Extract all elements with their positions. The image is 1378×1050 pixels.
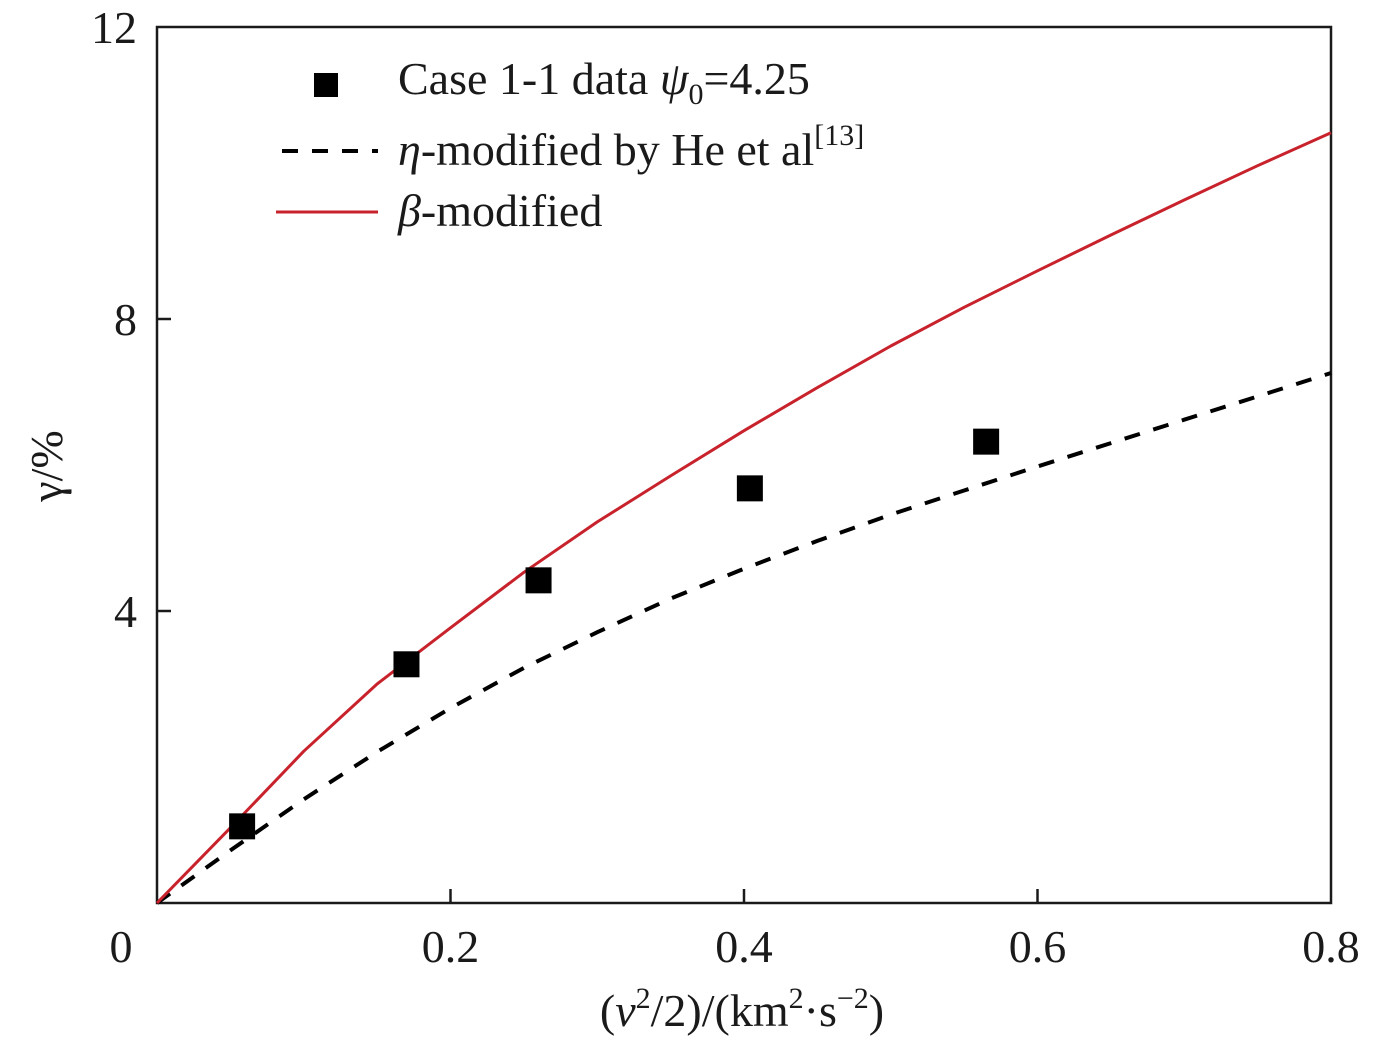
y-tick-labels: 4 8 12	[91, 2, 137, 637]
data-point-square	[973, 428, 1000, 455]
beta-modified-line	[155, 131, 1332, 905]
legend-label-eta: η-modified by He et al[13]	[398, 119, 864, 175]
legend-label-case-data: Case 1-1 data ψ0=4.25	[398, 53, 810, 111]
x-tick-label: 0.4	[715, 921, 773, 972]
data-point-square	[229, 813, 256, 840]
x-axis-label-s-sup: −2	[837, 982, 869, 1015]
x-axis-label-close: )	[869, 985, 884, 1036]
legend-case-sub: 0	[688, 78, 703, 111]
legend-case-text: Case 1-1 data	[398, 53, 660, 104]
y-tick-label: 12	[91, 2, 137, 53]
x-axis-label-dot-s: ·s	[804, 985, 837, 1036]
legend-eta-sup: [13]	[814, 119, 864, 152]
y-axis-label: γ/%	[21, 430, 72, 502]
y-tick-label: 8	[114, 294, 137, 345]
plot-area	[155, 25, 1333, 905]
legend-eta-text: -modified by He et al	[421, 124, 814, 175]
x-axis-label: (v2/2)/(km2·s−2)	[600, 982, 884, 1036]
legend-label-beta: β-modified	[397, 185, 602, 236]
x-axis-label-v-sup: 2	[636, 982, 651, 1015]
x-tick-label: 0	[110, 921, 133, 972]
data-point-square	[393, 651, 420, 678]
x-axis-label-km-sup: 2	[789, 982, 804, 1015]
x-tick-label: 0.6	[1009, 921, 1067, 972]
legend-case-greek: ψ	[660, 53, 690, 104]
legend-case-tail: =4.25	[703, 53, 809, 104]
x-tick-label: 0.2	[422, 921, 480, 972]
x-axis-label-v: v	[615, 985, 636, 1036]
legend-eta-greek: η	[398, 124, 421, 175]
x-tick-label: 0.8	[1302, 921, 1360, 972]
ticks	[157, 317, 1039, 903]
eta-modified-line	[155, 371, 1332, 905]
x-axis-label-middle: /2)/(km	[651, 985, 789, 1036]
legend: Case 1-1 data ψ0=4.25 η-modified by He e…	[276, 53, 864, 236]
y-tick-label: 4	[114, 586, 137, 637]
legend-beta-text: -modified	[421, 185, 602, 236]
x-axis-label-open: (	[600, 985, 615, 1036]
legend-marker-square	[314, 73, 338, 97]
data-point-square	[736, 475, 763, 502]
series-layer	[155, 131, 1332, 905]
x-tick-labels: 0 0.2 0.4 0.6 0.8	[110, 921, 1360, 972]
data-point-square	[525, 567, 552, 594]
legend-beta-greek: β	[397, 185, 421, 236]
